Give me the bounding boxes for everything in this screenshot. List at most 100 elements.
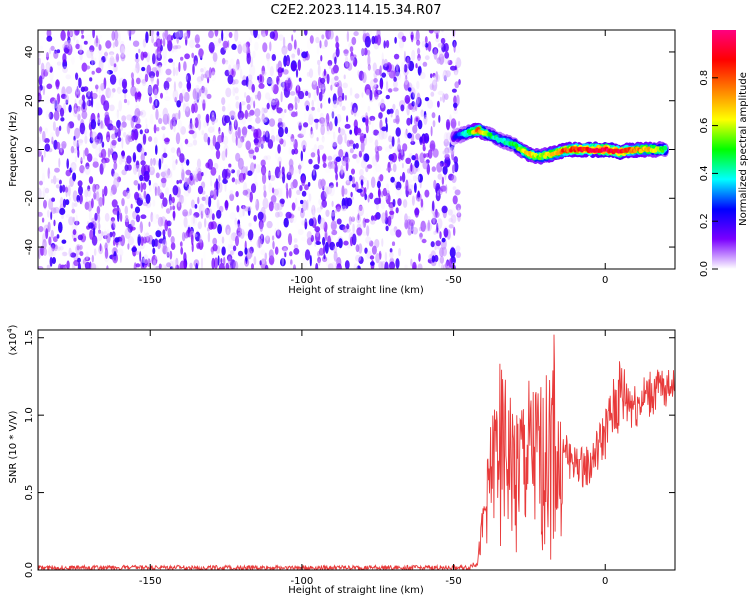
- noise-blob: [262, 130, 266, 136]
- noise-blob: [215, 178, 219, 191]
- noise-blob: [268, 170, 271, 181]
- noise-blob: [101, 158, 107, 164]
- noise-blob: [247, 112, 251, 117]
- noise-blob: [351, 36, 357, 46]
- noise-blob: [98, 44, 102, 51]
- noise-blob: [270, 80, 275, 92]
- noise-blob: [437, 59, 441, 65]
- noise-blob: [113, 30, 119, 41]
- noise-blob: [448, 258, 453, 268]
- noise-blob: [315, 36, 320, 44]
- noise-blob: [412, 265, 417, 269]
- noise-blob: [152, 247, 156, 255]
- noise-blob: [170, 236, 175, 244]
- noise-blob: [140, 236, 144, 247]
- noise-blob: [377, 266, 380, 269]
- noise-blob: [194, 60, 198, 67]
- noise-blob: [260, 109, 267, 119]
- noise-blob: [53, 50, 59, 59]
- noise-blob: [211, 114, 216, 126]
- noise-blob: [324, 39, 328, 48]
- noise-blob: [43, 69, 49, 77]
- noise-blob: [276, 222, 280, 228]
- noise-blob: [308, 92, 311, 99]
- noise-blob: [130, 219, 135, 227]
- noise-blob: [142, 133, 147, 145]
- noise-blob: [358, 256, 364, 264]
- noise-blob: [59, 107, 65, 118]
- noise-blob: [455, 251, 462, 258]
- noise-blob: [108, 58, 111, 70]
- noise-blob: [323, 68, 326, 77]
- noise-blob: [210, 167, 217, 176]
- noise-blob: [433, 211, 440, 219]
- noise-blob: [400, 61, 405, 73]
- noise-blob: [162, 229, 166, 237]
- noise-blob: [165, 208, 171, 214]
- noise-blob: [362, 177, 368, 183]
- noise-blob: [373, 214, 378, 221]
- noise-blob: [250, 126, 255, 132]
- colorbar-tick-label: 0.2: [699, 213, 710, 229]
- noise-blob: [346, 30, 350, 43]
- noise-blob: [72, 216, 76, 223]
- x-tick-label: -100: [291, 275, 314, 286]
- noise-blob: [234, 217, 238, 228]
- noise-blob: [38, 190, 45, 198]
- noise-blob: [451, 175, 457, 183]
- noise-blob: [221, 30, 224, 42]
- noise-blob: [258, 83, 265, 89]
- noise-blob: [286, 60, 290, 66]
- noise-blob: [234, 115, 237, 127]
- noise-blob: [226, 228, 230, 239]
- noise-blob: [159, 192, 165, 200]
- noise-blob: [211, 67, 216, 76]
- noise-blob: [77, 148, 80, 158]
- noise-blob: [336, 206, 341, 213]
- noise-blob: [140, 160, 146, 166]
- noise-blob: [225, 262, 230, 269]
- noise-blob: [448, 224, 454, 229]
- noise-blob: [90, 262, 97, 269]
- noise-blob: [44, 95, 51, 105]
- noise-blob: [46, 83, 53, 90]
- noise-blob: [64, 94, 70, 104]
- noise-blob: [155, 172, 160, 179]
- noise-blob: [280, 110, 285, 119]
- noise-blob: [85, 251, 89, 261]
- noise-blob: [152, 53, 156, 65]
- noise-blob: [454, 71, 458, 77]
- noise-blob: [329, 64, 332, 70]
- noise-blob: [338, 126, 341, 134]
- noise-blob: [443, 138, 449, 147]
- noise-blob: [328, 97, 331, 104]
- noise-blob: [240, 136, 245, 143]
- noise-blob: [158, 114, 162, 119]
- noise-blob: [392, 80, 398, 88]
- noise-blob: [260, 70, 267, 77]
- noise-blob: [91, 92, 98, 100]
- noise-blob: [75, 78, 79, 87]
- noise-blob: [451, 121, 457, 128]
- noise-blob: [50, 179, 54, 184]
- noise-blob: [319, 112, 324, 121]
- noise-blob: [383, 40, 387, 49]
- noise-blob: [344, 56, 349, 68]
- noise-blob: [176, 201, 182, 211]
- noise-blob: [174, 30, 181, 39]
- noise-blob: [398, 152, 401, 162]
- noise-blob: [42, 130, 46, 143]
- noise-blob: [48, 236, 52, 246]
- noise-blob: [410, 162, 413, 172]
- noise-blob: [171, 155, 176, 163]
- noise-blob: [353, 59, 357, 68]
- noise-blob: [330, 147, 335, 159]
- noise-blob: [398, 247, 402, 257]
- noise-blob: [309, 255, 312, 267]
- noise-blob: [332, 141, 338, 150]
- noise-blob: [218, 174, 221, 182]
- noise-blob: [261, 65, 266, 75]
- noise-blob: [268, 118, 276, 127]
- noise-blob: [346, 139, 351, 147]
- noise-blob: [447, 59, 453, 66]
